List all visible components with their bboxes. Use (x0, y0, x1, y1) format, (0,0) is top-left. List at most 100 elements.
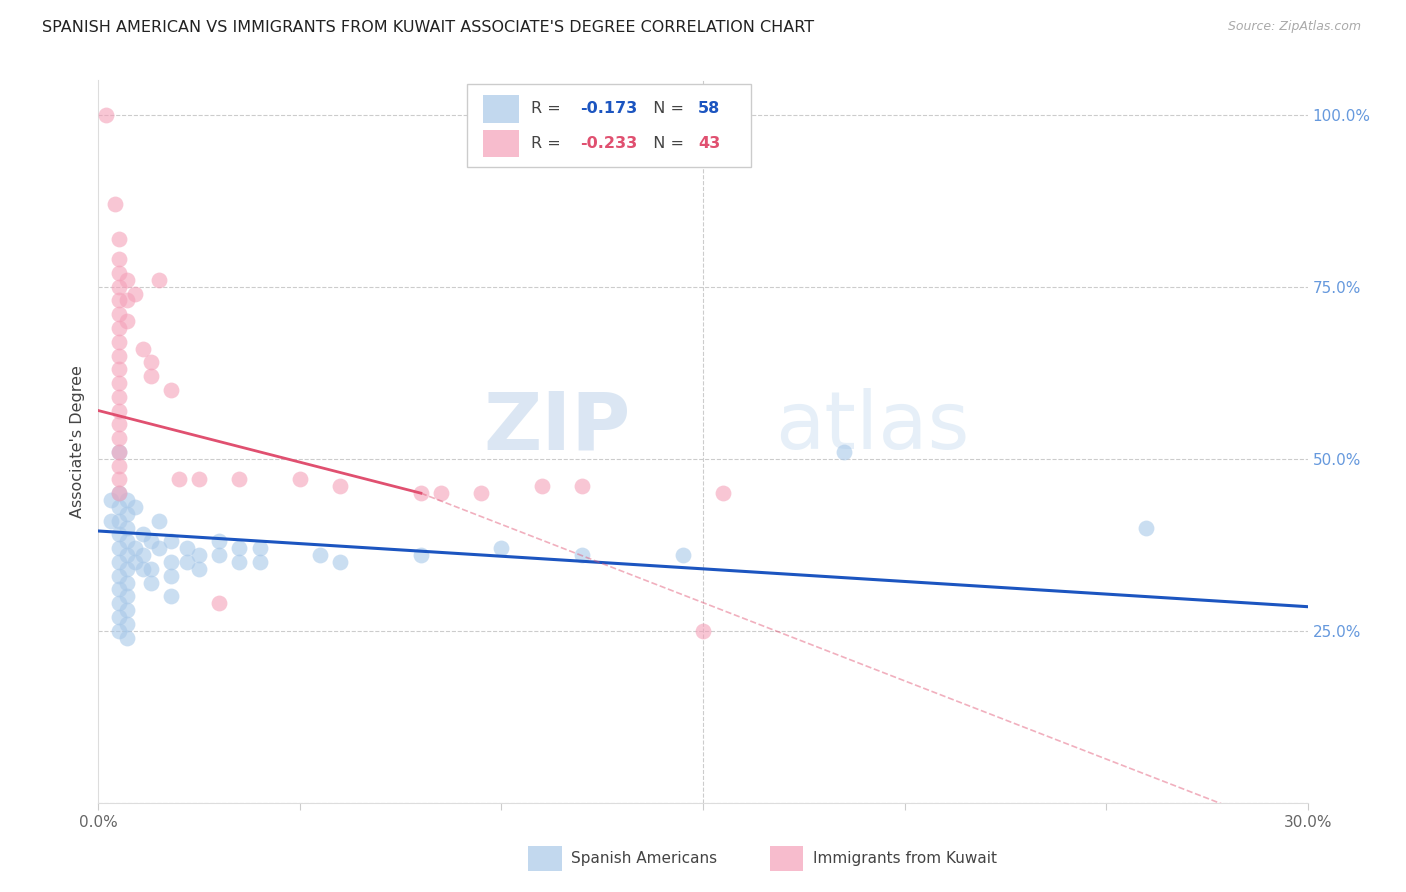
Point (107, 568, 129, 582)
Point (208, 548, 231, 562)
Point (100, 514, 122, 528)
Text: 58: 58 (699, 102, 720, 116)
Point (107, 541, 129, 556)
Point (409, 486, 432, 500)
Text: -0.173: -0.173 (579, 102, 637, 116)
Point (1135, 520, 1157, 534)
Point (188, 472, 211, 486)
Point (288, 472, 311, 486)
Point (107, 527, 129, 541)
Point (107, 472, 129, 486)
Point (96, 108, 118, 122)
Point (832, 445, 855, 459)
Point (139, 575, 162, 590)
Point (329, 479, 352, 493)
Point (107, 231, 129, 245)
Point (115, 575, 138, 590)
Point (167, 472, 190, 486)
Point (571, 548, 593, 562)
Point (491, 541, 513, 556)
Point (107, 445, 129, 459)
Point (124, 500, 146, 514)
Point (107, 610, 129, 624)
Point (107, 431, 129, 445)
Point (309, 548, 332, 562)
Point (100, 493, 122, 508)
Point (160, 555, 183, 569)
Point (115, 520, 138, 534)
Point (188, 562, 211, 576)
Point (530, 479, 553, 493)
Point (409, 548, 432, 562)
Point (107, 362, 129, 376)
Point (176, 555, 198, 569)
Point (107, 445, 129, 459)
Text: N =: N = (643, 102, 689, 116)
Point (228, 472, 250, 486)
Point (711, 486, 734, 500)
Point (103, 197, 125, 211)
Point (176, 541, 198, 556)
Point (107, 458, 129, 473)
Text: ZIP: ZIP (484, 388, 630, 467)
Point (107, 376, 129, 390)
Point (107, 596, 129, 610)
Point (115, 603, 138, 617)
Text: atlas: atlas (776, 388, 970, 467)
Point (107, 307, 129, 321)
Point (107, 349, 129, 363)
FancyBboxPatch shape (482, 130, 519, 158)
Text: N =: N = (643, 136, 689, 152)
Point (160, 590, 183, 604)
Point (132, 548, 155, 562)
Point (430, 486, 453, 500)
Point (107, 486, 129, 500)
Point (139, 369, 162, 384)
Point (139, 562, 162, 576)
Point (107, 293, 129, 308)
Point (228, 555, 250, 569)
Point (124, 555, 146, 569)
Point (571, 479, 593, 493)
Point (115, 590, 138, 604)
Point (107, 555, 129, 569)
Point (249, 555, 271, 569)
Point (132, 342, 155, 356)
Point (115, 616, 138, 631)
Point (132, 527, 155, 541)
Point (329, 555, 352, 569)
Point (148, 514, 170, 528)
Point (249, 541, 271, 556)
Point (115, 493, 138, 508)
Point (692, 624, 714, 638)
Text: 43: 43 (699, 136, 720, 152)
Y-axis label: Associate's Degree: Associate's Degree (70, 365, 86, 518)
Point (107, 321, 129, 335)
Point (107, 390, 129, 404)
Point (107, 514, 129, 528)
Point (107, 403, 129, 417)
Point (115, 293, 138, 308)
Text: Spanish Americans: Spanish Americans (571, 851, 717, 866)
Point (115, 314, 138, 328)
FancyBboxPatch shape (467, 84, 751, 167)
Point (124, 541, 146, 556)
Point (124, 286, 146, 301)
Text: Source: ZipAtlas.com: Source: ZipAtlas.com (1227, 20, 1361, 33)
Point (139, 355, 162, 369)
Point (107, 417, 129, 432)
Point (139, 534, 162, 549)
Point (115, 562, 138, 576)
Point (107, 279, 129, 293)
Point (107, 582, 129, 597)
Point (148, 541, 170, 556)
Point (208, 534, 231, 549)
Point (107, 624, 129, 638)
Point (107, 252, 129, 267)
Point (115, 631, 138, 645)
FancyBboxPatch shape (769, 847, 803, 871)
Point (160, 383, 183, 397)
Point (115, 548, 138, 562)
Point (115, 534, 138, 549)
Point (148, 273, 170, 287)
